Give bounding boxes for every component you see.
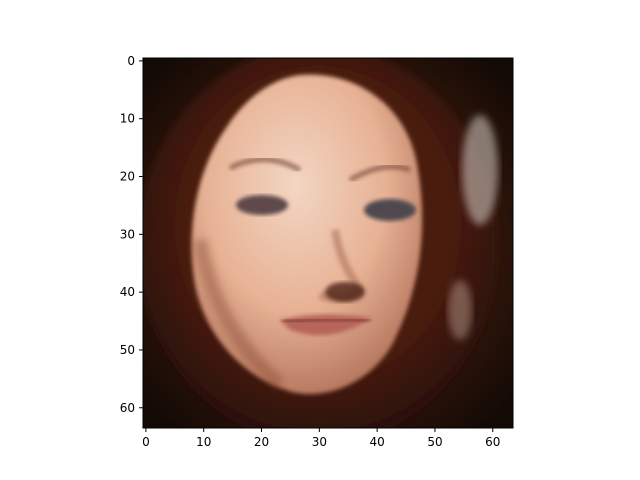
- x-tick-label: 30: [312, 435, 327, 449]
- x-tick-label: 20: [254, 435, 269, 449]
- y-tick-label: 0: [127, 54, 135, 68]
- y-tick-label: 60: [120, 401, 135, 415]
- brow-left: [228, 157, 302, 173]
- x-tick-label: 60: [485, 435, 500, 449]
- y-tick-label: 10: [120, 112, 135, 126]
- hair-highlight: [462, 115, 498, 225]
- y-axis: 0 10 20 30 40 50 60: [120, 54, 143, 415]
- eye-right: [364, 199, 416, 221]
- y-tick-label: 40: [120, 285, 135, 299]
- left-cheek-shadow: [193, 238, 285, 391]
- face-skin: [191, 74, 423, 395]
- face-image: [143, 58, 513, 428]
- y-tick-label: 20: [120, 170, 135, 184]
- y-tick-label: 50: [120, 343, 135, 357]
- hair-highlight-lower: [448, 280, 472, 340]
- y-tick-label: 30: [120, 227, 135, 241]
- x-tick-label: 0: [142, 435, 150, 449]
- nostril-shadow: [325, 282, 365, 302]
- x-axis: 0 10 20 30 40 50 60: [142, 428, 500, 449]
- brow-right: [348, 164, 411, 183]
- x-tick-label: 40: [370, 435, 385, 449]
- x-tick-label: 10: [196, 435, 211, 449]
- mouth-line: [281, 317, 371, 324]
- axes-frame: [142, 57, 514, 429]
- x-tick-label: 50: [427, 435, 442, 449]
- eye-left: [236, 195, 288, 215]
